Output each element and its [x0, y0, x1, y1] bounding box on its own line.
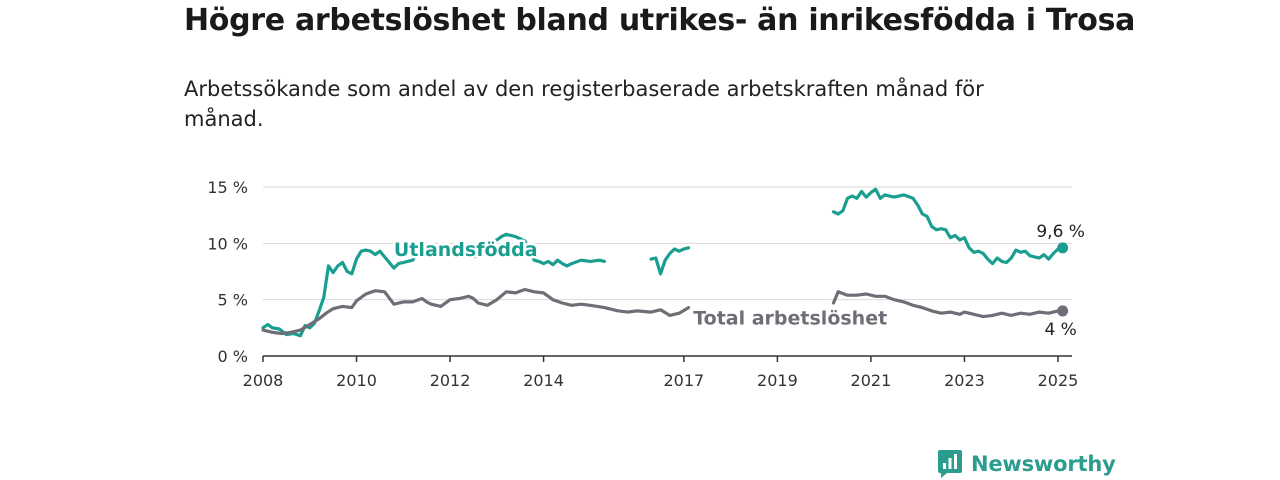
x-tick-label: 2012	[430, 371, 471, 390]
y-tick-label: 10 %	[207, 234, 248, 253]
series-end-point	[1057, 242, 1069, 254]
x-tick-label: 2008	[243, 371, 284, 390]
brand-name: Newsworthy	[971, 452, 1116, 476]
series-label: Total arbetslöshet	[693, 308, 887, 330]
series-end-label: 4 %	[1044, 320, 1076, 340]
series-line-total	[261, 287, 1065, 336]
y-tick-label: 0 %	[218, 347, 248, 366]
y-tick-label: 15 %	[207, 178, 248, 197]
x-tick-label: 2021	[851, 371, 892, 390]
series-end-point	[1057, 305, 1069, 317]
y-tick-label: 5 %	[218, 291, 248, 310]
x-tick-label: 2019	[757, 371, 798, 390]
x-tick-label: 2025	[1038, 371, 1079, 390]
series-line-utlandsfodda	[261, 187, 1065, 338]
newsworthy-logo-icon	[938, 450, 962, 478]
x-tick-label: 2010	[336, 371, 377, 390]
chart-title: Högre arbetslöshet bland utrikes- än inr…	[184, 3, 1136, 38]
x-tick-label: 2017	[664, 371, 705, 390]
series-label: Utlandsfödda	[394, 239, 538, 261]
chart-subtitle: Arbetssökande som andel av den registerb…	[184, 77, 984, 131]
brand-logo: Newsworthy	[937, 449, 1116, 479]
series-end-label: 9,6 %	[1036, 222, 1085, 242]
x-tick-label: 2023	[944, 371, 985, 390]
x-tick-label: 2014	[523, 371, 564, 390]
